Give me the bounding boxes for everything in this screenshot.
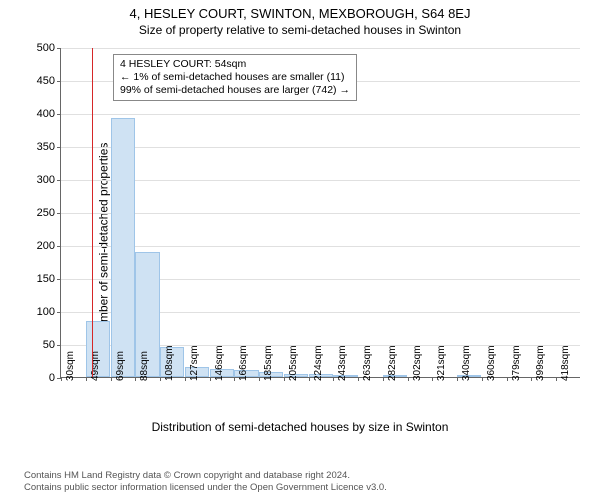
xtick-label: 185sqm bbox=[263, 345, 274, 381]
gridline bbox=[61, 48, 580, 49]
gridline bbox=[61, 246, 580, 247]
ytick-label: 100 bbox=[37, 306, 61, 318]
ytick-label: 150 bbox=[37, 273, 61, 285]
ytick-label: 350 bbox=[37, 141, 61, 153]
xtick-label: 321sqm bbox=[436, 345, 447, 381]
chart-title: 4, HESLEY COURT, SWINTON, MEXBOROUGH, S6… bbox=[0, 0, 600, 21]
xtick-label: 399sqm bbox=[535, 345, 546, 381]
xtick-mark bbox=[86, 377, 87, 381]
ytick-label: 200 bbox=[37, 240, 61, 252]
xtick-label: 108sqm bbox=[164, 345, 175, 381]
ytick-label: 400 bbox=[37, 108, 61, 120]
annotation-line-1: 4 HESLEY COURT: 54sqm bbox=[120, 58, 350, 71]
xtick-mark bbox=[234, 377, 235, 381]
annotation-box: 4 HESLEY COURT: 54sqm ← 1% of semi-detac… bbox=[113, 54, 357, 101]
xtick-mark bbox=[160, 377, 161, 381]
xtick-label: 166sqm bbox=[238, 345, 249, 381]
histogram-bar bbox=[111, 118, 135, 377]
xtick-mark bbox=[185, 377, 186, 381]
xtick-mark bbox=[61, 377, 62, 381]
xtick-label: 263sqm bbox=[362, 345, 373, 381]
xtick-mark bbox=[556, 377, 557, 381]
xtick-mark bbox=[111, 377, 112, 381]
xtick-mark bbox=[284, 377, 285, 381]
xtick-mark bbox=[309, 377, 310, 381]
xtick-mark bbox=[210, 377, 211, 381]
xtick-mark bbox=[432, 377, 433, 381]
xtick-label: 205sqm bbox=[288, 345, 299, 381]
xtick-label: 146sqm bbox=[214, 345, 225, 381]
xtick-label: 418sqm bbox=[560, 345, 571, 381]
xtick-label: 127sqm bbox=[189, 345, 200, 381]
annotation-line-2: ← 1% of semi-detached houses are smaller… bbox=[120, 71, 350, 84]
ytick-label: 300 bbox=[37, 174, 61, 186]
xtick-mark bbox=[507, 377, 508, 381]
footer-line-1: Contains HM Land Registry data © Crown c… bbox=[24, 470, 387, 482]
xtick-mark bbox=[358, 377, 359, 381]
ytick-label: 500 bbox=[37, 42, 61, 54]
gridline bbox=[61, 147, 580, 148]
xtick-label: 282sqm bbox=[387, 345, 398, 381]
xtick-mark bbox=[383, 377, 384, 381]
xtick-mark bbox=[457, 377, 458, 381]
xtick-label: 243sqm bbox=[337, 345, 348, 381]
property-marker-line bbox=[92, 48, 93, 377]
xtick-mark bbox=[408, 377, 409, 381]
xtick-label: 224sqm bbox=[313, 345, 324, 381]
xtick-label: 30sqm bbox=[65, 351, 76, 381]
xtick-mark bbox=[531, 377, 532, 381]
xtick-label: 69sqm bbox=[115, 351, 126, 381]
xtick-mark bbox=[259, 377, 260, 381]
footer-line-2: Contains public sector information licen… bbox=[24, 482, 387, 494]
chart-subtitle: Size of property relative to semi-detach… bbox=[0, 21, 600, 37]
xtick-mark bbox=[482, 377, 483, 381]
xtick-label: 302sqm bbox=[412, 345, 423, 381]
xtick-label: 88sqm bbox=[139, 351, 150, 381]
x-axis-label: Distribution of semi-detached houses by … bbox=[0, 420, 600, 434]
gridline bbox=[61, 180, 580, 181]
annotation-line-3: 99% of semi-detached houses are larger (… bbox=[120, 84, 350, 97]
ytick-label: 450 bbox=[37, 75, 61, 87]
gridline bbox=[61, 213, 580, 214]
gridline bbox=[61, 114, 580, 115]
xtick-mark bbox=[135, 377, 136, 381]
xtick-mark bbox=[333, 377, 334, 381]
ytick-label: 250 bbox=[37, 207, 61, 219]
xtick-label: 360sqm bbox=[486, 345, 497, 381]
footer-attribution: Contains HM Land Registry data © Crown c… bbox=[24, 470, 387, 494]
ytick-label: 0 bbox=[49, 372, 61, 384]
ytick-label: 50 bbox=[43, 339, 61, 351]
xtick-label: 379sqm bbox=[511, 345, 522, 381]
chart-area: Number of semi-detached properties 05010… bbox=[0, 40, 600, 440]
plot-region: 05010015020025030035040045050030sqm49sqm… bbox=[60, 48, 580, 378]
xtick-label: 340sqm bbox=[461, 345, 472, 381]
